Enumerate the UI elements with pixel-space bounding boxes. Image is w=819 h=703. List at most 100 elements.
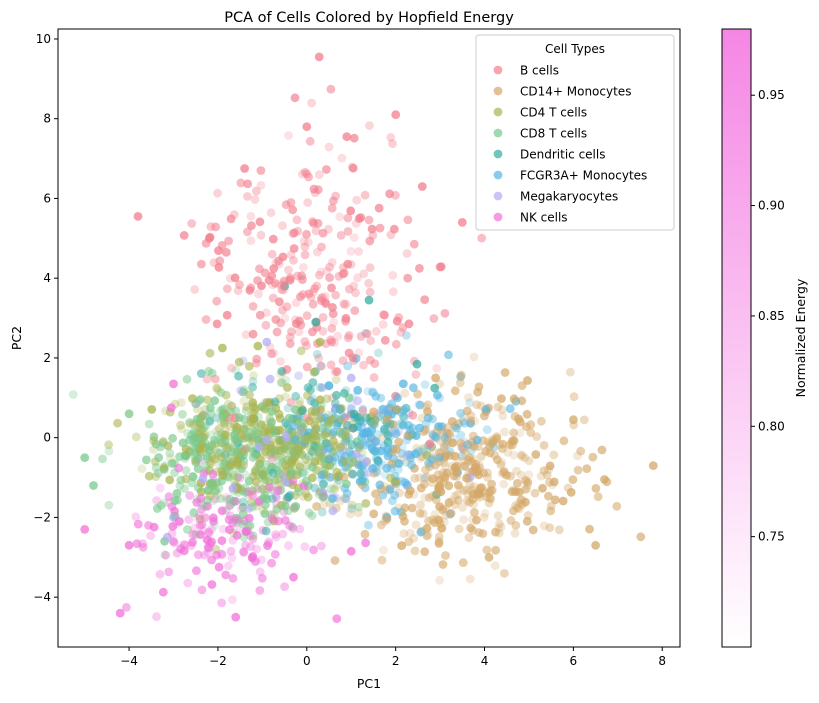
data-point: [180, 484, 189, 493]
data-point: [455, 378, 465, 388]
data-point: [299, 236, 309, 246]
data-point: [254, 289, 263, 299]
data-point: [239, 547, 248, 557]
data-point: [308, 287, 318, 297]
data-point: [517, 450, 526, 460]
data-point: [122, 603, 131, 612]
data-point: [220, 430, 230, 440]
data-point: [340, 493, 349, 503]
data-point: [379, 482, 389, 491]
data-point: [318, 492, 328, 502]
data-point: [421, 465, 430, 475]
data-point: [324, 454, 334, 464]
data-point: [391, 481, 401, 491]
data-point: [262, 337, 272, 347]
data-point: [314, 52, 324, 62]
data-point: [374, 411, 384, 421]
data-point: [391, 429, 401, 439]
data-point: [327, 203, 337, 213]
data-point: [223, 561, 233, 571]
data-point: [138, 543, 148, 552]
data-point: [253, 341, 263, 351]
data-point: [165, 475, 175, 485]
data-point: [327, 337, 337, 347]
data-point: [539, 521, 549, 531]
data-point: [367, 424, 377, 434]
data-point: [217, 549, 226, 559]
data-point: [197, 520, 207, 530]
x-tick-label: 0: [303, 654, 311, 668]
data-point: [260, 509, 270, 518]
data-point: [217, 598, 227, 608]
data-point: [246, 283, 256, 293]
data-point: [214, 562, 224, 572]
data-point: [240, 469, 250, 479]
data-point: [310, 284, 319, 293]
data-point: [248, 302, 258, 311]
data-point: [408, 411, 418, 420]
data-point: [345, 509, 355, 519]
data-point: [327, 258, 337, 267]
data-point: [209, 258, 219, 267]
data-point: [331, 290, 340, 300]
data-point: [210, 494, 220, 504]
legend-label: CD4 T cells: [520, 106, 587, 120]
data-point: [403, 273, 413, 283]
data-point: [267, 454, 277, 463]
data-point: [283, 403, 293, 413]
colorbar-tick-label: 0.90: [758, 199, 785, 213]
data-point: [308, 378, 318, 387]
data-point: [327, 324, 337, 333]
data-point: [375, 412, 384, 422]
data-point: [336, 231, 346, 240]
data-point: [612, 501, 622, 511]
data-point: [277, 446, 287, 456]
data-point: [568, 475, 578, 484]
data-point: [193, 550, 203, 560]
data-point: [374, 458, 383, 467]
data-point: [434, 485, 444, 494]
data-point: [369, 407, 378, 417]
data-point: [186, 541, 196, 551]
data-point: [287, 327, 296, 336]
data-point: [508, 440, 517, 450]
data-point: [295, 396, 305, 406]
data-point: [258, 484, 268, 494]
data-point: [213, 385, 223, 395]
data-point: [371, 489, 380, 499]
data-point: [415, 423, 424, 433]
data-point: [255, 217, 265, 227]
data-point: [217, 241, 227, 250]
data-point: [309, 428, 319, 438]
data-point: [420, 295, 430, 304]
data-point: [146, 531, 156, 540]
data-point: [165, 448, 175, 458]
data-point: [435, 436, 445, 446]
data-point: [366, 433, 376, 442]
data-point: [244, 504, 254, 513]
data-point: [339, 472, 349, 482]
data-point: [300, 167, 310, 177]
scatter-points: [68, 52, 658, 623]
data-point: [332, 420, 342, 430]
data-point: [267, 249, 277, 259]
data-point: [199, 423, 209, 433]
data-point: [485, 448, 495, 458]
data-point: [558, 496, 568, 506]
data-point: [255, 586, 265, 595]
data-point: [433, 390, 442, 400]
data-point: [278, 221, 287, 231]
data-point: [458, 412, 468, 422]
data-point: [238, 497, 248, 507]
data-point: [357, 428, 366, 437]
data-point: [298, 290, 308, 299]
data-point: [216, 388, 226, 397]
data-point: [394, 459, 404, 468]
data-point: [428, 414, 437, 424]
data-point: [454, 524, 464, 534]
data-point: [531, 450, 541, 459]
data-point: [190, 433, 200, 443]
data-point: [348, 353, 358, 363]
data-point: [466, 523, 476, 533]
data-point: [200, 430, 210, 440]
